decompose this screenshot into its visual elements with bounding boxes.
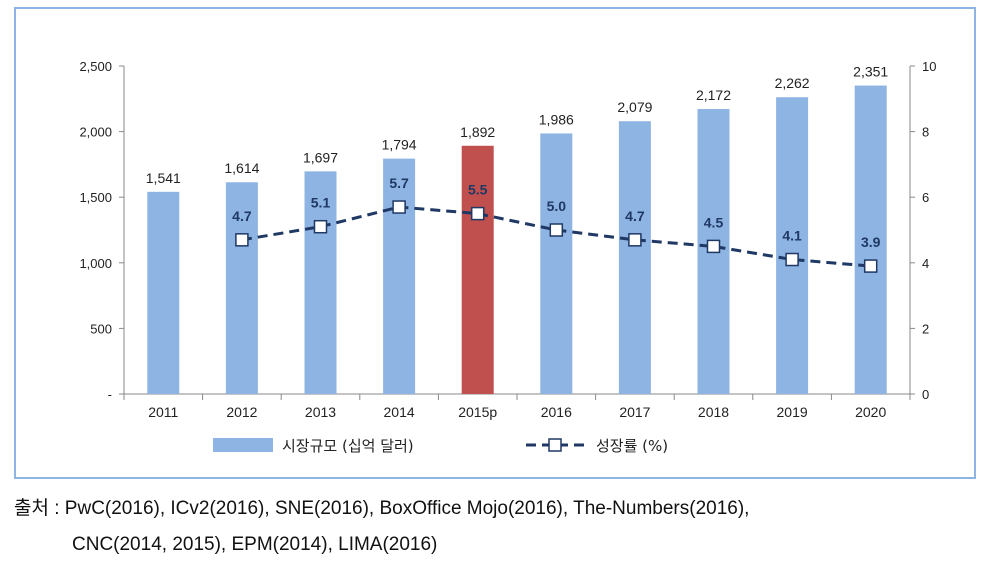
y-right-tick-label: 10 [922,59,936,74]
bar-value-label: 2,079 [617,99,652,115]
growth-value-label: 5.1 [311,195,331,211]
legend-bar-label: 시장규모 (십억 달러) [282,437,414,455]
growth-value-label: 4.1 [782,228,802,244]
y-left-tick-label: 1,000 [79,256,112,271]
bar-value-label: 1,614 [224,160,259,176]
x-tick-label: 2013 [305,404,336,420]
x-tick-label: 2015p [458,404,497,420]
x-tick-label: 2011 [148,404,178,420]
bar-value-label: 1,892 [460,124,495,140]
bar-2016 [540,133,573,394]
growth-value-label: 4.7 [625,208,645,224]
source-citation-line-1: 출처 : PwC(2016), ICv2(2016), SNE(2016), B… [14,498,750,519]
x-tick-label: 2020 [855,404,886,420]
growth-value-label: 5.0 [547,198,567,214]
growth-marker-2018 [706,239,721,254]
bar-2019 [776,97,809,395]
chart-svg: - 500 1,000 1,500 2,000 2,500 0 2 4 6 8 10 2011 2012 2… [79,59,936,455]
growth-marker-2020 [863,259,878,273]
legend-line-marker [548,438,562,452]
x-tick-label: 2016 [541,404,572,420]
bar-2011 [147,191,180,394]
bar-2015p [461,145,494,394]
growth-marker-2013 [313,219,328,234]
growth-value-label: 4.5 [704,214,724,230]
y-right-tick-label: 2 [922,321,929,336]
growth-value-label: 3.9 [861,234,881,250]
growth-marker-2014 [392,200,406,214]
legend-line-label: 성장률 (%) [596,437,668,455]
growth-rate-line [241,205,871,268]
bar-2020 [854,85,887,394]
y-right-tick-label: 8 [922,125,929,140]
bar-2013 [304,171,337,394]
bar-value-label: 2,172 [696,87,731,103]
x-tick-label: 2019 [777,404,808,420]
x-tick-label: 2018 [698,404,729,420]
y-left-tick-label: - [108,387,112,402]
bar-value-label: 1,697 [303,149,338,165]
x-tick-label: 2014 [384,404,415,420]
growth-marker-2019 [785,252,799,267]
bar-value-label: 1,794 [382,137,417,153]
y-left-tick-label: 1,500 [79,190,112,205]
bar-value-label: 1,541 [146,170,181,186]
growth-value-label: 5.7 [389,175,409,191]
y-right-tick-label: 0 [922,387,929,402]
growth-marker-2017 [628,233,642,247]
y-left-tick-label: 2,500 [79,59,112,74]
growth-marker-2015p [470,206,485,221]
growth-marker-2012 [235,233,249,247]
bar-value-label: 2,262 [775,75,810,91]
source-citation-line-2: CNC(2014, 2015), EPM(2014), LIMA(2016) [72,534,438,555]
bar-2017 [618,121,651,394]
growth-value-label: 4.7 [232,208,252,224]
y-right-tick-label: 4 [922,256,929,271]
y-right-tick-label: 6 [922,190,929,205]
bar-value-label: 1,986 [539,111,574,127]
x-tick-label: 2012 [226,404,257,420]
bar-2014 [383,158,416,394]
legend-bar-swatch [213,438,273,452]
y-left-tick-label: 2,000 [79,125,112,140]
x-tick-label: 2017 [619,404,650,420]
y-left-tick-label: 500 [90,321,112,336]
growth-value-label: 5.5 [468,182,488,198]
growth-marker-2016 [549,223,564,237]
bar-value-label: 2,351 [853,64,888,80]
bar-2012 [225,182,258,394]
chart-frame: - 500 1,000 1,500 2,000 2,500 0 2 4 6 8 10 2011 2012 2… [14,7,976,479]
